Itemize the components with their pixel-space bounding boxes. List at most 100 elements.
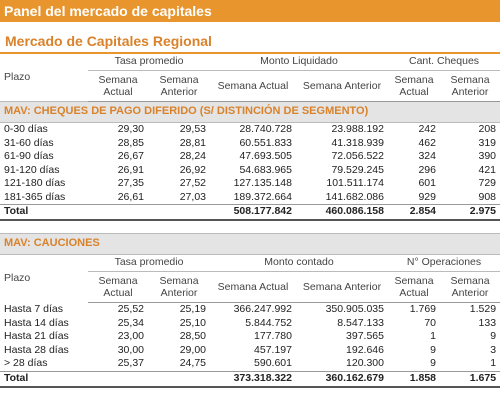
row-label: 0-30 días — [4, 123, 48, 135]
cell-value: 25,10 — [179, 316, 206, 329]
cell-value: 3 — [490, 343, 497, 356]
cell-value: 242 — [418, 123, 436, 135]
cell-value: 23,00 — [117, 330, 144, 342]
section-row: MAV: CAUCIONES — [0, 233, 500, 255]
sub-header: Semana Anterior — [296, 271, 388, 303]
total-label: Total — [0, 370, 88, 388]
cell-value: 397.565 — [346, 330, 384, 342]
cell-value: 24,75 — [179, 357, 206, 369]
total-row: Total 508.177.842 460.086.158 2.854 2.975 — [0, 204, 500, 221]
cell-value: 189.372.664 — [233, 190, 292, 203]
total-row: Total 373.318.322 360.162.679 1.858 1.675 — [0, 370, 500, 388]
total-value: 2.854 — [388, 204, 440, 221]
group-header: N° Operaciones — [388, 254, 500, 272]
cell-value: 133 — [478, 316, 497, 329]
data-row: Hasta 7 días 25,52 25,19 366.247.992 350.905… — [0, 303, 500, 317]
data-row: Hasta 21 días 23,00 28,50 177.780 397.565 1 9 — [0, 330, 500, 344]
row-label: Hasta 7 días — [4, 302, 63, 315]
spacer — [0, 221, 500, 233]
cell-value: 28,24 — [179, 150, 206, 162]
section-table: Plazo Tasa promedio Monto Liquidado Cant. C… — [0, 54, 500, 221]
row-label: > 28 días — [4, 357, 48, 369]
cell-value: 29,00 — [179, 343, 206, 356]
total-value: 508.177.842 — [210, 204, 296, 221]
cell-value: 127.135.148 — [233, 177, 292, 189]
cell-value: 30,00 — [117, 343, 144, 356]
data-row: 121-180 días 27,35 27,52 127.135.148 101.511… — [0, 177, 500, 191]
cell-value: 27,52 — [179, 177, 206, 189]
cell-value: 25,52 — [117, 303, 144, 315]
group-header: Tasa promedio — [88, 54, 210, 71]
cell-value: 5.844.752 — [245, 316, 292, 329]
row-label: Hasta 21 días — [4, 330, 69, 342]
total-value: 360.162.679 — [296, 370, 388, 388]
cell-value: 9 — [430, 343, 436, 356]
cell-value: 929 — [418, 190, 436, 203]
cell-value: 28,50 — [179, 330, 206, 342]
cell-value: 390 — [478, 150, 497, 162]
cell-value: 72.056.522 — [331, 150, 384, 162]
group-header: Cant. Cheques — [388, 54, 500, 71]
cell-value: 27,03 — [179, 190, 206, 203]
row-label: 181-365 días — [4, 190, 66, 203]
data-row: Hasta 14 días 25,34 25,10 5.844.752 8.547.13… — [0, 317, 500, 331]
cell-value: 70 — [424, 316, 436, 329]
total-value: 2.975 — [440, 204, 500, 221]
header-title: Panel del mercado de capitales — [0, 0, 500, 22]
total-value: 1.858 — [388, 370, 440, 388]
total-value: 1.675 — [440, 370, 500, 388]
cell-value: 25,19 — [179, 303, 206, 315]
row-label: 31-60 días — [4, 136, 54, 149]
sub-header: Semana Actual — [388, 271, 440, 303]
cell-value: 26,92 — [179, 163, 206, 176]
cell-value: 29,53 — [179, 123, 206, 135]
cell-value: 1 — [430, 330, 436, 342]
cell-value: 457.197 — [254, 343, 292, 356]
sub-header: Semana Anterior — [148, 70, 210, 102]
cell-value: 28,85 — [117, 136, 144, 149]
sub-header: Semana Anterior — [296, 70, 388, 102]
cell-value: 192.646 — [346, 343, 384, 356]
empty-cell — [88, 204, 148, 221]
data-row: 31-60 días 28,85 28,81 60.551.833 41.318.939… — [0, 137, 500, 151]
group-header: Monto contado — [210, 254, 388, 272]
cell-value: 25,34 — [117, 316, 144, 329]
data-row: 91-120 días 26,91 26,92 54.683.965 79.529.24… — [0, 164, 500, 178]
section-title: MAV: CAUCIONES — [0, 233, 500, 255]
cell-value: 1.769 — [409, 303, 436, 315]
sub-header: Semana Actual — [88, 70, 148, 102]
data-row: 0-30 días 29,30 29,53 28.740.728 23.988.192 2… — [0, 123, 500, 137]
sub-header: Semana Actual — [88, 271, 148, 303]
empty-cell — [148, 370, 210, 388]
cell-value: 60.551.833 — [239, 136, 292, 149]
cell-value: 54.683.965 — [239, 163, 292, 176]
cell-value: 141.682.086 — [325, 190, 384, 203]
cell-value: 324 — [418, 150, 436, 162]
section-row: MAV: CHEQUES DE PAGO DIFERIDO (S/ DISTIN… — [0, 101, 500, 123]
cell-value: 729 — [478, 177, 497, 189]
cell-value: 1.529 — [469, 303, 497, 315]
cell-value: 79.529.245 — [331, 163, 384, 176]
sub-header: Semana Anterior — [440, 271, 500, 303]
cell-value: 41.318.939 — [331, 136, 384, 149]
empty-cell — [148, 204, 210, 221]
sub-header: Semana Anterior — [440, 70, 500, 102]
cell-value: 421 — [478, 163, 497, 176]
cell-value: 26,67 — [117, 150, 144, 162]
cell-value: 120.300 — [346, 357, 384, 369]
cell-value: 28,81 — [179, 136, 206, 149]
sub-header-row: Semana Actual Semana Anterior Semana Actua… — [0, 271, 500, 303]
cell-value: 47.693.505 — [239, 150, 292, 162]
data-row: Hasta 28 días 30,00 29,00 457.197 192.646 9 3 — [0, 344, 500, 358]
section-title: MAV: CHEQUES DE PAGO DIFERIDO (S/ DISTIN… — [0, 101, 500, 123]
cell-value: 350.905.035 — [325, 303, 384, 315]
total-value: 373.318.322 — [210, 370, 296, 388]
cell-value: 29,30 — [117, 123, 144, 135]
section-table: MAV: CAUCIONES Plazo Tasa promedio Monto co… — [0, 233, 500, 388]
cell-value: 25,37 — [117, 357, 144, 369]
cell-value: 590.601 — [254, 357, 292, 369]
tables: Plazo Tasa promedio Monto Liquidado Cant. C… — [0, 54, 500, 388]
sub-header-row: Semana Actual Semana Anterior Semana Actua… — [0, 70, 500, 102]
cell-value: 366.247.992 — [233, 303, 292, 315]
